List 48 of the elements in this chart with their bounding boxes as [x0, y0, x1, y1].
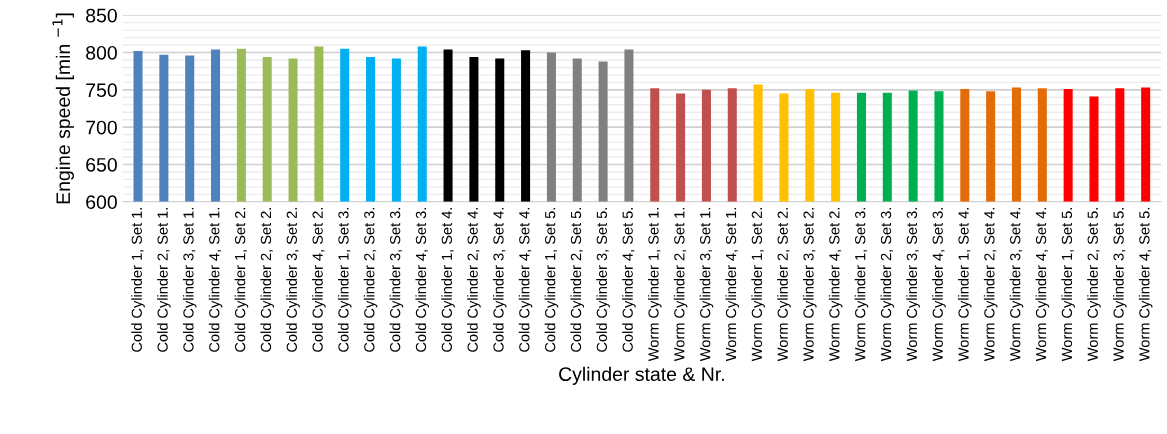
x-tick-label: Cold Cylinder 2, Set 1.	[157, 207, 171, 352]
x-tick-label: Cold Cylinder 4, Set 1.	[208, 207, 223, 352]
x-tick-label: Worm Cylinder 1, Set 5.	[1061, 207, 1075, 362]
x-tick-label: Cold Cylinder 1, Set 5.	[544, 207, 559, 352]
x-tick-label: Cold Cylinder 4, Set 5.	[622, 207, 636, 352]
x-tick-label: Worm Cylinder 4, Set 2.	[828, 207, 843, 362]
x-tick-label: Cold Cylinder 4, Set 3.	[415, 207, 430, 352]
x-tick-label: Worm Cylinder 1, Set 1.	[647, 207, 662, 362]
x-tick-label: Cold Cylinder 1, Set 2.	[234, 207, 249, 352]
x-tick-label: Cold Cylinder 4, Set 2.	[312, 207, 326, 352]
x-tick-label: Cold Cylinder 2, Set 4.	[467, 207, 481, 352]
x-tick-label: Worm Cylinder 4, Set 1.	[725, 207, 740, 362]
x-tick-label: Worm Cylinder 1, Set 3.	[854, 207, 869, 362]
y-tick-label: 800	[86, 45, 117, 60]
x-tick-label: Worm Cylinder 2, Set 1.	[673, 207, 688, 362]
x-tick-label: Cold Cylinder 2, Set 2.	[260, 207, 275, 352]
x-tick-label: Worm Cylinder 3, Set 5.	[1113, 207, 1127, 362]
x-tick-label: Cold Cylinder 1, Set 4.	[441, 207, 455, 352]
x-tick-label: Cold Cylinder 3, Set 2.	[286, 207, 300, 352]
x-tick-label: Cold Cylinder 1, Set 3.	[337, 207, 352, 352]
x-axis-title: Cylinder state & Nr.	[559, 366, 724, 385]
x-tick-label: Worm Cylinder 4, Set 3.	[932, 207, 946, 362]
x-tick-label: Cold Cylinder 4, Set 4.	[518, 207, 533, 352]
y-tick-label: 750	[86, 83, 117, 98]
x-tick-label: Worm Cylinder 1, Set 4.	[958, 207, 972, 362]
y-tick-label: 700	[86, 120, 117, 135]
x-tick-label: Cold Cylinder 1, Set 1.	[131, 207, 145, 352]
x-tick-label: Cold Cylinder 3, Set 3.	[389, 207, 404, 352]
x-tick-label: Worm Cylinder 3, Set 3.	[906, 207, 920, 362]
x-tick-label: Worm Cylinder 4, Set 5.	[1138, 207, 1153, 362]
y-axis-title: Engine speed [min $^{−1}$]	[52, 13, 74, 204]
x-tick-label: Worm Cylinder 3, Set 2.	[802, 207, 817, 362]
x-tick-label: Cold Cylinder 3, Set 1.	[182, 207, 197, 352]
x-tick-label: Cold Cylinder 3, Set 5.	[596, 207, 610, 352]
y-tick-label: 850	[86, 8, 117, 23]
y-tick-label: 600	[86, 195, 117, 210]
x-tick-label: Worm Cylinder 3, Set 1.	[699, 207, 714, 362]
x-tick-label: Worm Cylinder 2, Set 2.	[777, 207, 791, 362]
x-tick-label: Worm Cylinder 2, Set 3.	[880, 207, 895, 362]
x-tick-label: Worm Cylinder 2, Set 4.	[983, 207, 998, 362]
x-tick-label: Cold Cylinder 2, Set 5.	[570, 207, 585, 352]
x-tick-label: Cold Cylinder 2, Set 3.	[363, 207, 378, 352]
x-tick-label: Worm Cylinder 2, Set 5.	[1087, 207, 1101, 362]
y-tick-label: 650	[86, 157, 117, 172]
x-tick-label: Worm Cylinder 4, Set 4.	[1035, 207, 1050, 362]
x-tick-label: Worm Cylinder 1, Set 2.	[751, 207, 765, 362]
x-tick-label: Cold Cylinder 3, Set 4.	[492, 207, 507, 352]
x-tick-label: Worm Cylinder 3, Set 4.	[1009, 207, 1024, 362]
